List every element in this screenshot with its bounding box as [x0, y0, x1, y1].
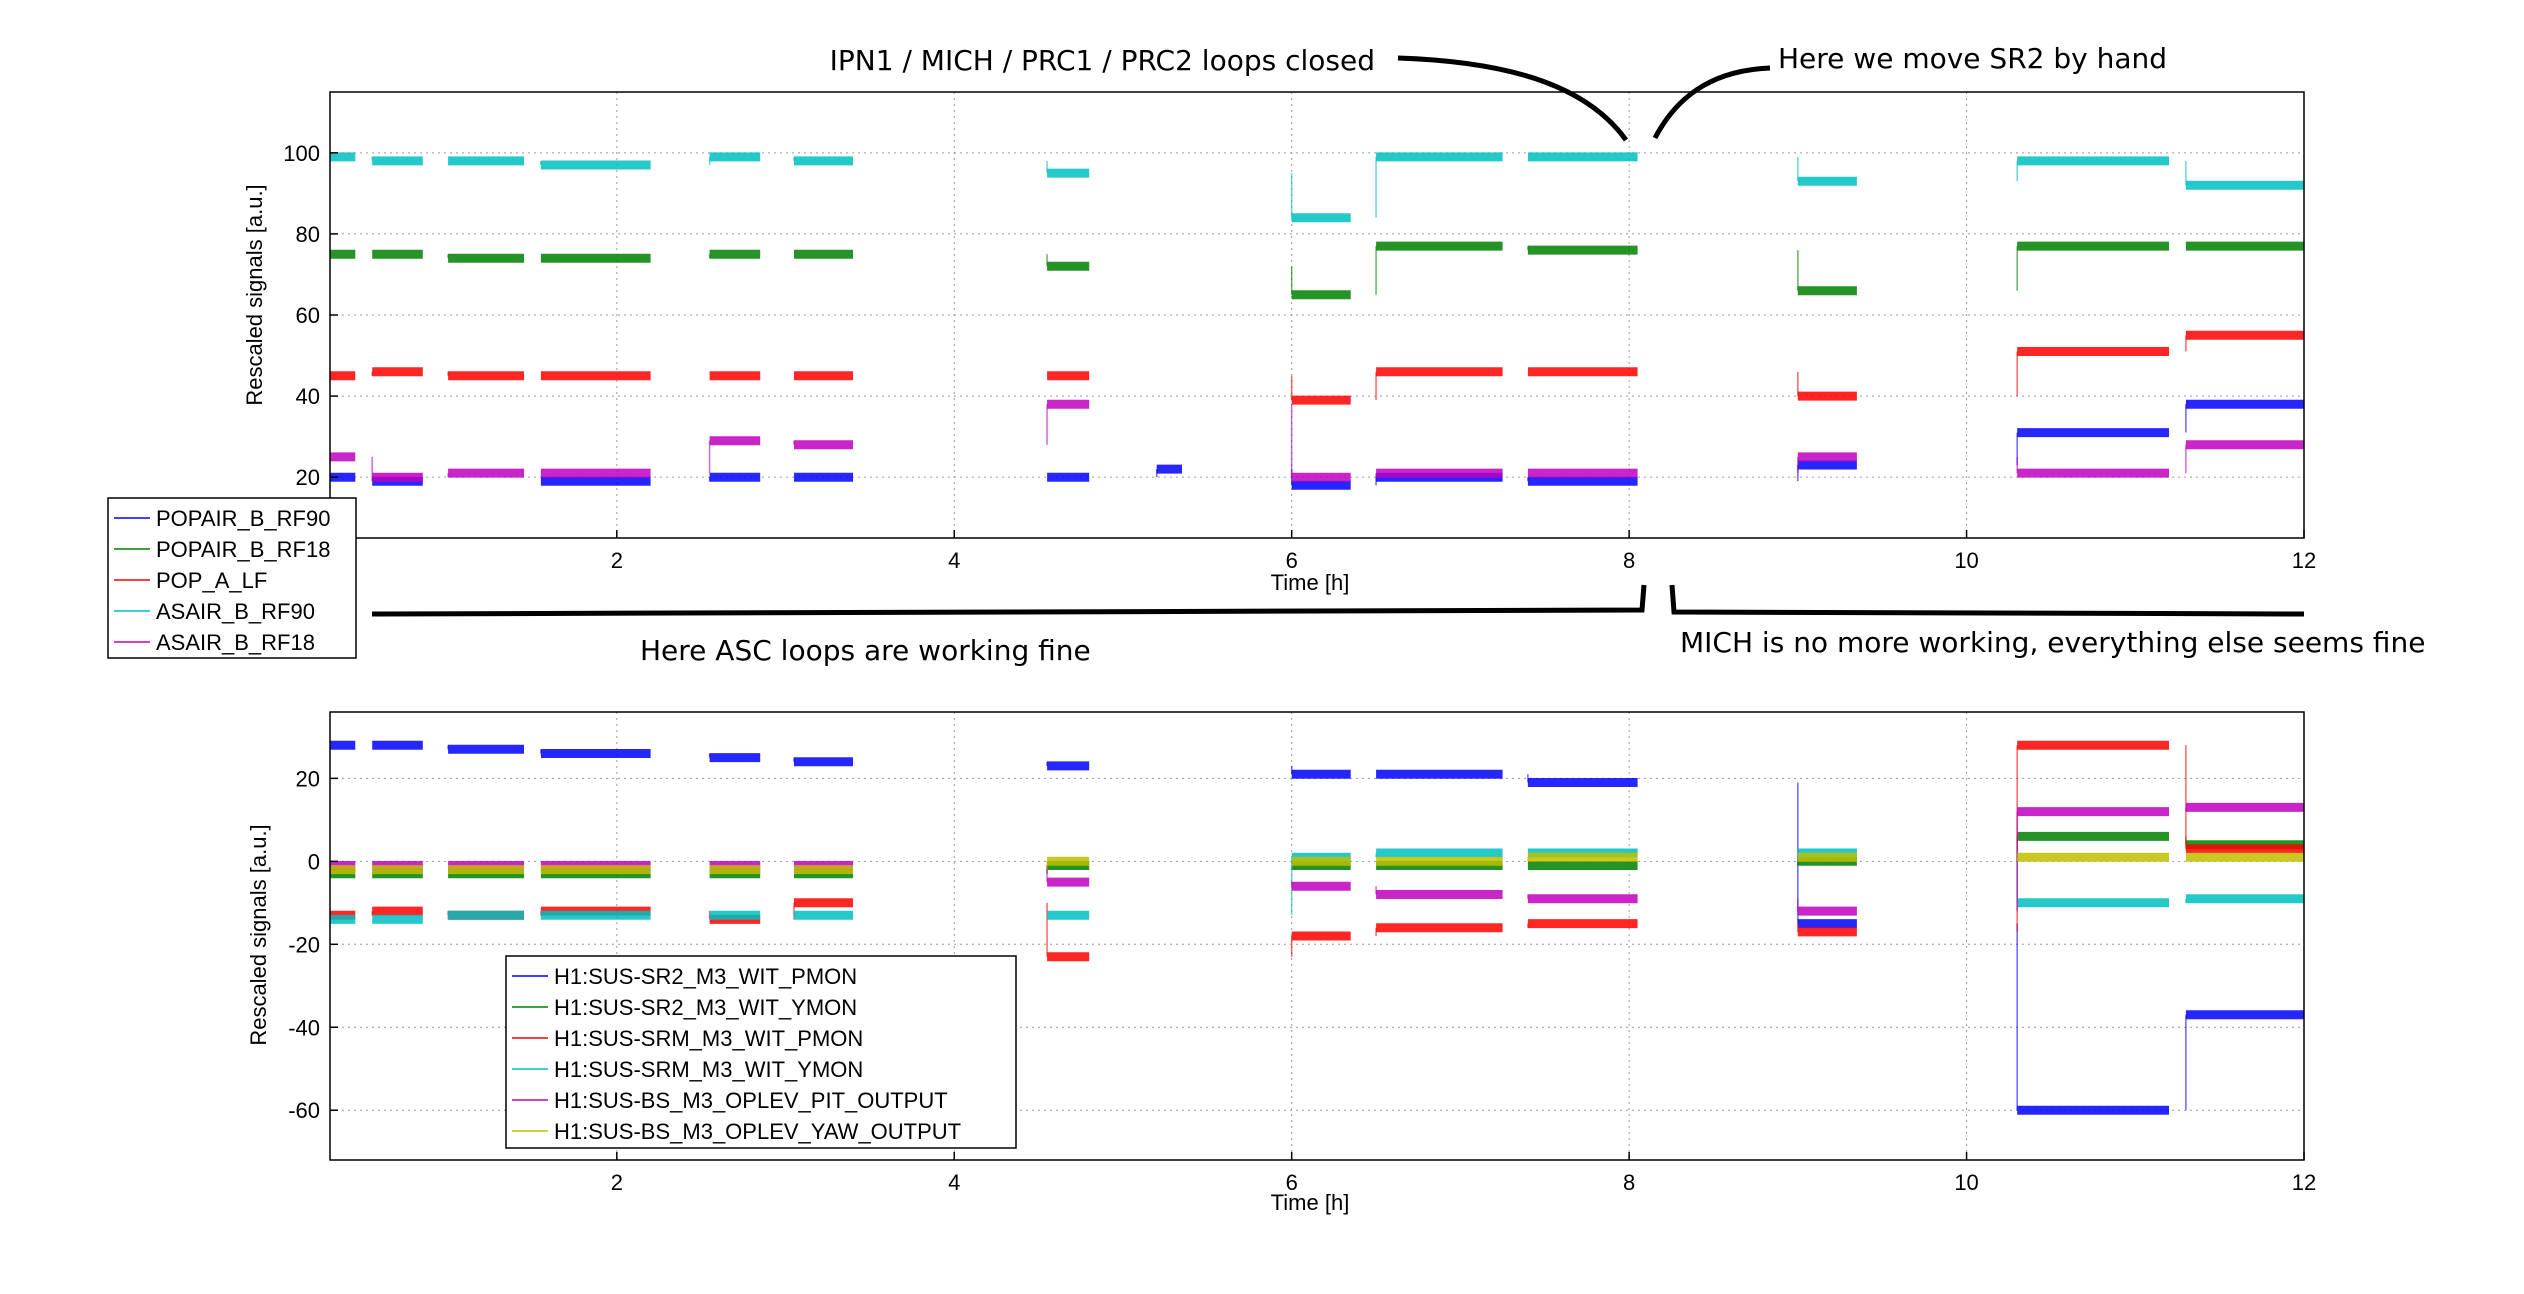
bottom-y-tick-label: -20: [288, 932, 320, 957]
top-y-tick-label: 20: [296, 465, 320, 490]
top-series-4: [330, 399, 2304, 482]
bottom-x-tick-label: 4: [948, 1170, 960, 1195]
bottom-legend-label: H1:SUS-SRM_M3_WIT_PMON: [554, 1026, 863, 1051]
annotation-loops-closed: IPN1 / MICH / PRC1 / PRC2 loops closed: [830, 44, 1375, 77]
top-chart-ylabel: Rescaled signals [a.u.]: [242, 184, 267, 405]
bottom-x-tick-label: 12: [2292, 1170, 2316, 1195]
top-x-tick-label: 12: [2292, 548, 2316, 573]
bottom-chart-xlabel: Time [h]: [1271, 1190, 1350, 1215]
bottom-chart-ticks: 2 4 6 8 10 12 20 0 -20 -40 -60: [288, 766, 2316, 1195]
top-legend-label: POPAIR_B_RF90: [156, 506, 330, 531]
top-series-2: [330, 330, 2304, 405]
top-series-1: [330, 241, 2304, 300]
bottom-x-tick-label: 6: [1286, 1170, 1298, 1195]
bottom-y-tick-label: 0: [308, 849, 320, 874]
top-chart: 2 4 6 8 10 12 20 40 60 80 100 Time [h] Rescaled si…: [107, 91, 2316, 659]
top-legend-label: ASAIR_B_RF18: [156, 630, 315, 655]
annotation-bracket-mich-broken: [1669, 584, 2305, 617]
bottom-chart-legend: H1:SUS-SR2_M3_WIT_PMON H1:SUS-SR2_M3_WIT_…: [505, 955, 1017, 1149]
top-legend-box: [107, 497, 357, 659]
annotation-mich-broken: MICH is no more working, everything else…: [1680, 626, 2425, 659]
bottom-series-0: [330, 740, 2304, 1115]
annotation-asc-fine: Here ASC loops are working fine: [640, 634, 1091, 667]
top-x-tick-label: 8: [1623, 548, 1635, 573]
bottom-chart-ylabel: Rescaled signals [a.u.]: [246, 824, 271, 1045]
top-y-tick-label: 60: [296, 303, 320, 328]
top-x-tick-label: 6: [1286, 548, 1298, 573]
bottom-legend-label: H1:SUS-BS_M3_OPLEV_YAW_OUTPUT: [554, 1119, 961, 1144]
top-chart-legend: POPAIR_B_RF90 POPAIR_B_RF18 POP_A_LF ASAIR_…: [107, 497, 357, 659]
top-series-3: [330, 152, 2304, 223]
top-chart-xlabel: Time [h]: [1271, 570, 1350, 595]
bottom-x-tick-label: 10: [1954, 1170, 1978, 1195]
bottom-series-5: [330, 852, 2304, 875]
bottom-y-tick-label: -40: [288, 1015, 320, 1040]
bottom-x-tick-label: 2: [611, 1170, 623, 1195]
top-legend-label: ASAIR_B_RF90: [156, 599, 315, 624]
bottom-y-tick-label: 20: [296, 766, 320, 791]
top-legend-label: POP_A_LF: [156, 568, 267, 593]
bottom-chart: 2 4 6 8 10 12 20 0 -20 -40 -60 Time [h] Rescaled s…: [246, 711, 2316, 1215]
top-chart-ticks: 2 4 6 8 10 12 20 40 60 80 100: [283, 141, 2316, 573]
top-legend-label: POPAIR_B_RF18: [156, 537, 330, 562]
bottom-y-tick-label: -60: [288, 1098, 320, 1123]
bottom-x-tick-label: 8: [1623, 1170, 1635, 1195]
annotation-bracket-asc-fine: [371, 584, 1647, 617]
annotation-arrow-move-sr2: [1652, 65, 1771, 140]
top-y-tick-label: 40: [296, 384, 320, 409]
bottom-chart-frame: [329, 711, 2305, 1161]
bottom-legend-box: [505, 955, 1017, 1149]
top-series-0: [330, 399, 2304, 490]
top-x-tick-label: 4: [948, 548, 960, 573]
bottom-legend-label: H1:SUS-SR2_M3_WIT_PMON: [554, 964, 857, 989]
top-x-tick-label: 2: [611, 548, 623, 573]
bottom-legend-label: H1:SUS-SR2_M3_WIT_YMON: [554, 995, 857, 1020]
top-chart-series: [330, 152, 2304, 490]
bottom-legend-label: H1:SUS-SRM_M3_WIT_YMON: [554, 1057, 863, 1082]
top-y-tick-label: 80: [296, 222, 320, 247]
bottom-legend-label: H1:SUS-BS_M3_OPLEV_PIT_OUTPUT: [554, 1088, 948, 1113]
bottom-chart-series: [330, 740, 2304, 1115]
annotations: IPN1 / MICH / PRC1 / PRC2 loops closed H…: [371, 42, 2425, 667]
annotation-move-sr2: Here we move SR2 by hand: [1778, 42, 2167, 75]
annotation-arrow-loops-closed: [1397, 55, 1629, 142]
top-chart-grid: [330, 92, 2305, 538]
top-x-tick-label: 10: [1954, 548, 1978, 573]
top-y-tick-label: 100: [283, 141, 320, 166]
